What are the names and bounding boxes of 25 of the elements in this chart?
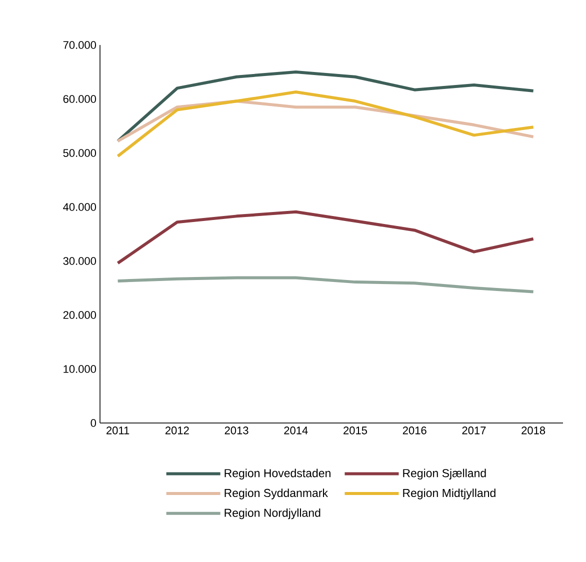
line-series (116, 276, 535, 294)
x-tick-label: 2015 (344, 426, 367, 434)
legend-label: Region Nordjylland (224, 508, 320, 520)
y-tick-label: 60.000 (63, 95, 96, 103)
x-tick-label: 2017 (462, 426, 486, 434)
x-tick-label: 2018 (522, 426, 546, 434)
x-tick-label: 2012 (165, 426, 189, 434)
y-tick-label: 50.000 (63, 149, 96, 157)
y-tick-label: 30.000 (63, 257, 96, 265)
y-tick-label: 40.000 (63, 203, 96, 211)
legend-label: Region Syddanmark (224, 488, 328, 500)
legend-label: Region Hovedstaden (224, 468, 330, 480)
y-tick-label: 20.000 (63, 311, 96, 319)
x-tick-label: 2011 (106, 426, 130, 434)
line-series (116, 70, 535, 143)
x-tick-label: 2016 (402, 426, 426, 434)
legend-label: Region Sjælland (403, 468, 486, 480)
x-tick-label: 2013 (224, 426, 248, 434)
x-tick-label: 2014 (284, 426, 308, 434)
y-tick-label: 0 (90, 419, 96, 427)
line-series (116, 210, 535, 265)
legend-label: Region Midtjylland (403, 488, 496, 500)
line-series (116, 90, 535, 158)
y-tick-label: 10.000 (64, 365, 96, 373)
y-tick-label: 70.000 (63, 41, 96, 49)
